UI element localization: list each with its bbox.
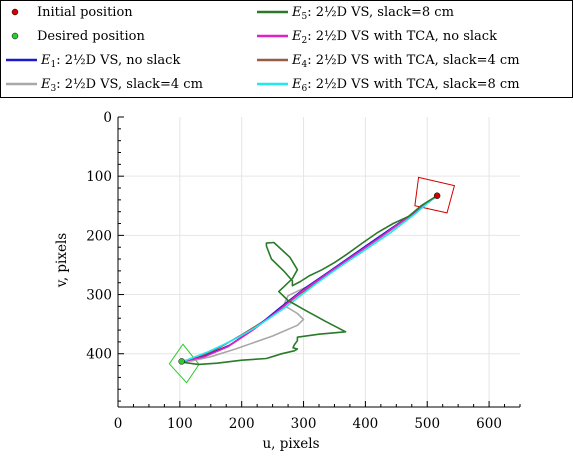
plot-area bbox=[168, 176, 456, 384]
legend-item: E2: 2½D VS with TCA, no slack bbox=[257, 29, 497, 46]
initial-position-marker bbox=[433, 192, 441, 199]
legend-label: Initial position bbox=[37, 5, 133, 20]
y-tick-label: 200 bbox=[86, 228, 112, 244]
trajectory-e5 bbox=[181, 195, 438, 366]
legend-item: E6: 2½D VS with TCA, slack=8 cm bbox=[257, 77, 520, 94]
legend-marker bbox=[11, 8, 19, 16]
x-tick-label: 300 bbox=[291, 416, 317, 432]
x-tick-label: 400 bbox=[352, 416, 378, 432]
y-tick-label: 300 bbox=[86, 288, 112, 304]
legend-label: E2: 2½D VS with TCA, no slack bbox=[291, 29, 497, 46]
axes: 0 100 200 300 400 500 600 0 100 200 300 400 bbox=[86, 110, 521, 432]
y-tick-label: 0 bbox=[103, 110, 112, 126]
legend-label: E1: 2½D VS, no slack bbox=[40, 53, 180, 70]
y-axis-title: v, pixels bbox=[54, 233, 70, 288]
legend-item: Desired position bbox=[11, 29, 145, 44]
desired-position-marker bbox=[178, 358, 185, 365]
trajectory-e3 bbox=[181, 195, 438, 363]
legend-item: E4: 2½D VS with TCA, slack=4 cm bbox=[257, 53, 520, 70]
legend-item: E1: 2½D VS, no slack bbox=[6, 53, 180, 70]
position-outline bbox=[414, 176, 456, 214]
y-tick-label: 400 bbox=[86, 347, 112, 363]
legend-item: E5: 2½D VS, slack=8 cm bbox=[257, 5, 454, 22]
x-tick-label: 100 bbox=[167, 416, 193, 432]
legend-label: E3: 2½D VS, slack=4 cm bbox=[40, 77, 203, 94]
legend-label: E4: 2½D VS with TCA, slack=4 cm bbox=[291, 53, 520, 70]
legend-marker bbox=[11, 32, 19, 40]
x-tick-label: 500 bbox=[414, 416, 440, 432]
trajectory-e6 bbox=[181, 195, 438, 363]
legend-item: Initial position bbox=[11, 5, 133, 20]
x-axis-title: u, pixels bbox=[262, 436, 319, 452]
x-tick-label: 0 bbox=[114, 416, 123, 432]
legend-label: E5: 2½D VS, slack=8 cm bbox=[291, 5, 454, 22]
legend-item: E3: 2½D VS, slack=4 cm bbox=[6, 77, 203, 94]
y-tick-label: 100 bbox=[86, 169, 112, 185]
legend-box bbox=[0, 0, 573, 98]
x-tick-label: 200 bbox=[229, 416, 255, 432]
legend: Initial position Desired position E1: 2½D … bbox=[0, 0, 573, 98]
grid bbox=[118, 117, 520, 407]
x-tick-label: 600 bbox=[476, 416, 502, 432]
legend-label: E6: 2½D VS with TCA, slack=8 cm bbox=[291, 77, 520, 94]
legend-label: Desired position bbox=[37, 29, 145, 44]
